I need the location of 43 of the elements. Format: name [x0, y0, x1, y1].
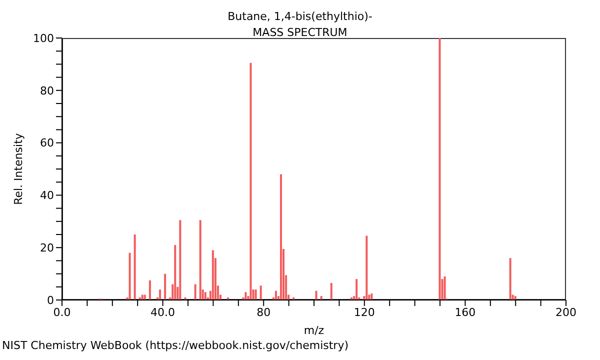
bar: [244, 292, 247, 300]
bar: [212, 250, 214, 300]
x-tick-label: 80: [256, 306, 271, 319]
y-tick-label: 60: [40, 136, 54, 150]
bar: [509, 258, 512, 300]
bar: [514, 296, 516, 300]
bar: [366, 236, 368, 300]
bar: [204, 292, 206, 300]
bar: [260, 286, 262, 300]
bar: [274, 290, 277, 300]
chart-title: Butane, 1,4-bis(ethylthio)-: [226, 10, 374, 23]
bar: [250, 62, 252, 300]
bar: [134, 234, 136, 300]
y-tick-label: 40: [40, 189, 54, 202]
bar: [174, 244, 176, 300]
y-tick-label: 80: [40, 84, 54, 98]
bar: [370, 293, 373, 300]
bar: [128, 252, 131, 300]
y-tick-label: 20: [40, 242, 54, 255]
bar: [179, 220, 182, 300]
x-tick-label: 120: [354, 306, 375, 319]
x-axis-title: m/z: [304, 324, 324, 337]
bar: [280, 174, 282, 300]
y-tick-label: 100: [33, 32, 54, 45]
x-tick-label: 40.0: [150, 306, 176, 319]
x-tick-label: 200: [556, 306, 576, 319]
bar: [330, 282, 332, 300]
bar: [159, 290, 162, 300]
text: NIST Chemistry WebBook (https://webbook.nist.gov/chemistry): [2, 339, 348, 352]
bar: [164, 274, 166, 300]
x-tick-label: 160: [454, 306, 476, 319]
x-tick-label: 0.0: [53, 306, 71, 319]
chart-subtitle: MASS SPECTRUM: [252, 26, 348, 39]
bar: [194, 284, 196, 300]
bar: [199, 220, 202, 300]
bar: [320, 296, 322, 300]
bar: [315, 290, 318, 300]
y-tick-label: 0: [47, 294, 54, 307]
bar: [356, 279, 358, 300]
y-axis-title: Rel. Intensity: [12, 132, 25, 205]
bar: [148, 280, 151, 300]
bar: [444, 276, 446, 300]
bar: [438, 38, 441, 300]
